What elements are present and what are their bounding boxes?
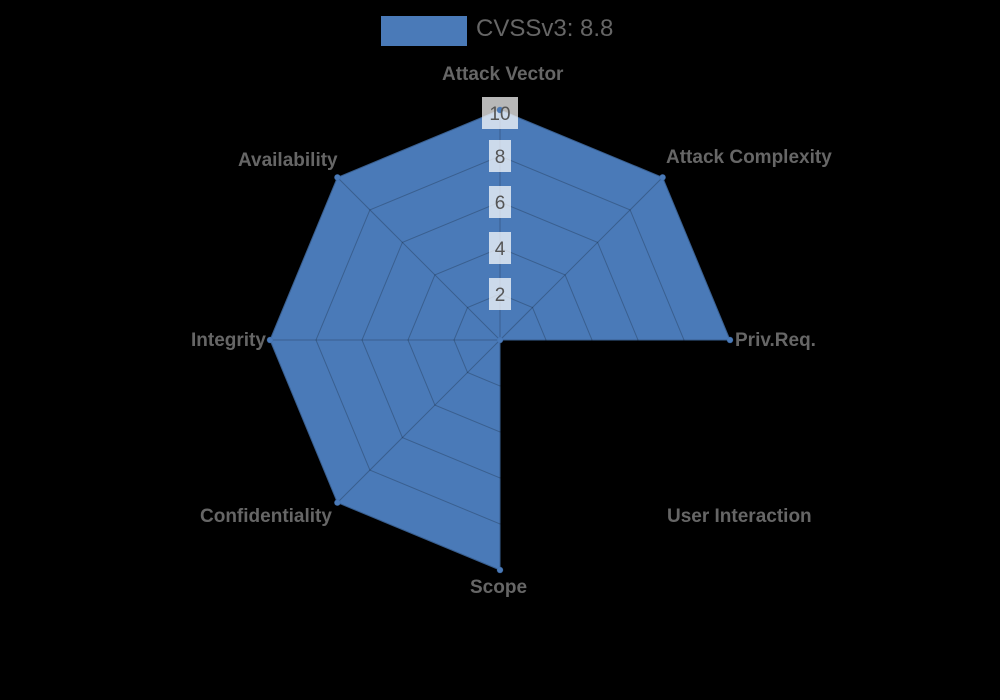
svg-text:10: 10	[489, 104, 510, 125]
svg-text:4: 4	[495, 239, 506, 260]
svg-text:2: 2	[495, 285, 506, 306]
svg-text:8: 8	[495, 147, 506, 168]
svg-text:6: 6	[495, 193, 506, 214]
